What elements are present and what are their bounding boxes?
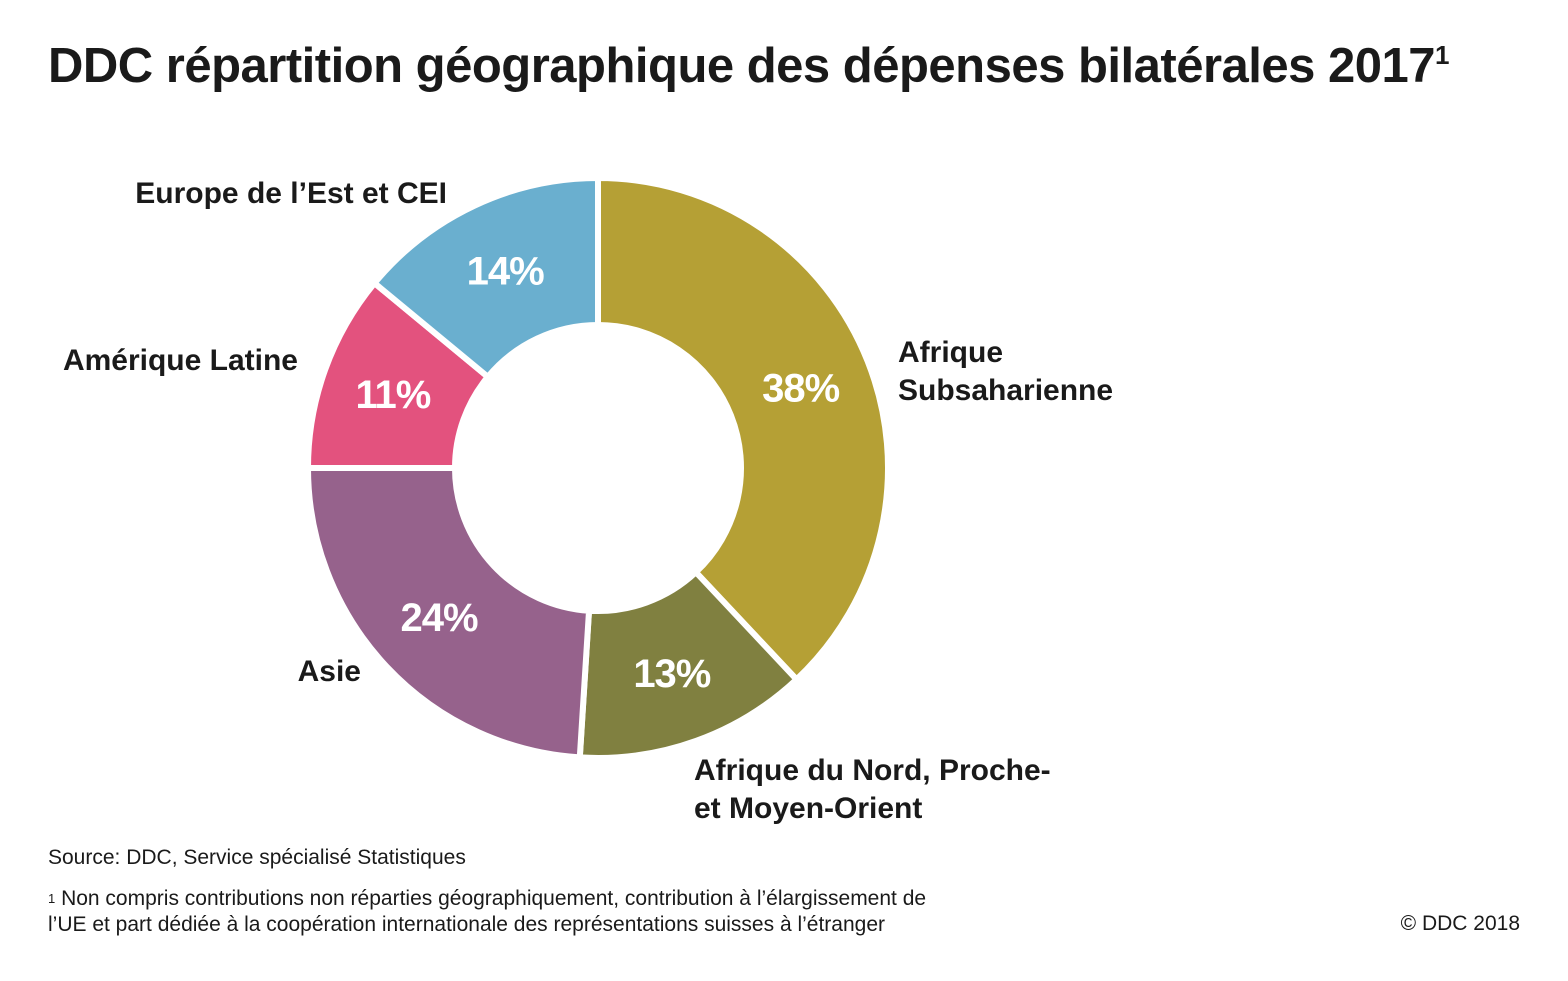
slice-value-label-4: 11%	[355, 373, 430, 417]
footnote-mark: 1	[48, 891, 56, 906]
source-note: Source: DDC, Service spécialisé Statisti…	[48, 846, 466, 869]
slice-value-label-5: 14%	[467, 250, 544, 294]
slice-category-label-3-line-1: Asie	[298, 655, 361, 688]
donut-slice-2	[576, 568, 801, 761]
slice-value-label-3: 24%	[401, 596, 478, 640]
slice-category-label-1-line-2: Subsaharienne	[898, 374, 1113, 407]
slice-category-label-3: Asie	[298, 655, 361, 688]
footnote-line-2: l’UE et part dédiée à la coopération int…	[48, 913, 886, 936]
donut-slice-4	[304, 278, 493, 471]
slice-category-label-4-line-1: Amérique Latine	[63, 344, 298, 377]
footnote-line-1-text: Non compris contributions non réparties …	[61, 887, 927, 910]
chart-title: DDC répartition géographique des dépense…	[48, 38, 1449, 94]
slice-category-label-5-line-1: Europe de l’Est et CEI	[135, 177, 447, 210]
slice-value-label-2: 13%	[633, 652, 710, 696]
donut-slice-1	[595, 174, 891, 684]
title-footnote-mark: 1	[1435, 40, 1449, 70]
chart-title-text: DDC répartition géographique des dépense…	[48, 39, 1436, 93]
footnote: 1 Non compris contributions non répartie…	[48, 886, 926, 938]
slice-category-label-2: Afrique du Nord, Proche-et Moyen-Orient	[694, 754, 1051, 825]
slice-category-label-1: Afrique Subsaharienne	[898, 336, 1113, 407]
slice-category-label-5: Europe de l’Est et CEI	[135, 177, 447, 210]
footnote-line-1: 1 Non compris contributions non répartie…	[48, 886, 926, 912]
slice-category-label-2-line-2: et Moyen-Orient	[694, 792, 922, 825]
slice-value-label-1: 38%	[762, 367, 839, 411]
donut-slice-3	[304, 465, 593, 761]
slice-category-label-2-line-1: Afrique du Nord, Proche-	[694, 754, 1051, 787]
slice-category-label-1-line-1: Afrique	[898, 336, 1003, 369]
donut-slice-5	[370, 174, 601, 382]
slice-category-label-4: Amérique Latine	[63, 344, 298, 377]
copyright: © DDC 2018	[1400, 912, 1520, 935]
